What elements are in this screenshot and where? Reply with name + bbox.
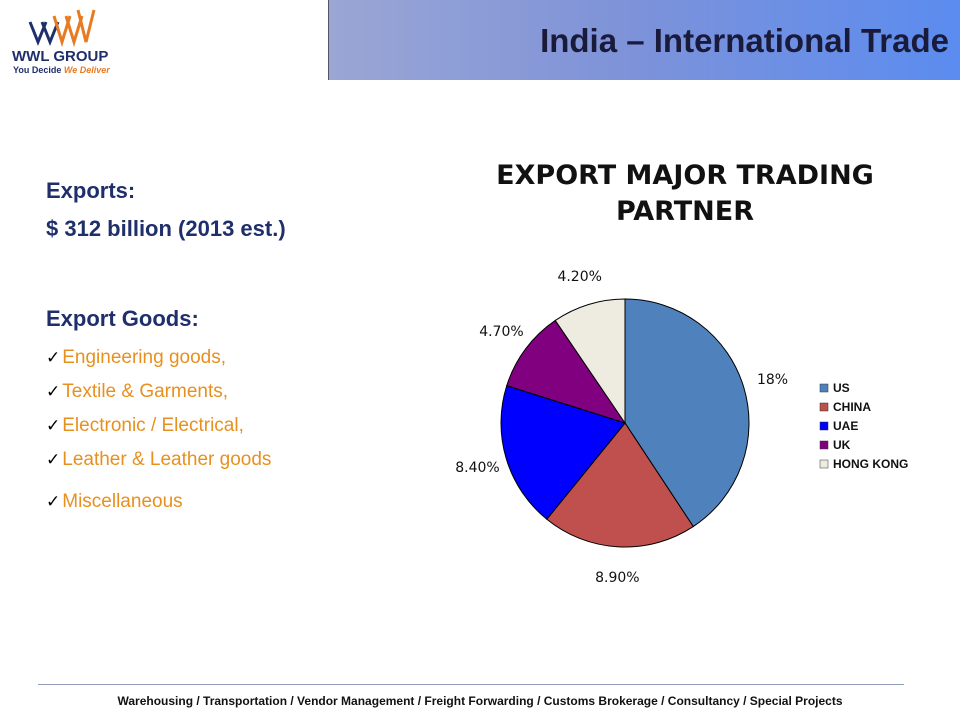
pie-data-labels: 18% 8.90% 8.40% 4.70% 4.20%: [455, 269, 788, 586]
pie-slice-hong-kong: [554, 298, 626, 425]
title-bar: India – International Trade: [328, 0, 960, 80]
chart-title-line-2: PARTNER: [615, 196, 755, 227]
pie-slices: [500, 298, 750, 548]
exports-heading: Exports:: [46, 178, 136, 203]
legend-swatch: [819, 421, 829, 431]
checkmark-icon: ✓: [46, 348, 61, 367]
pie-slice-china: [546, 422, 694, 548]
brand-tagline: You Decide We Deliver: [13, 65, 110, 75]
pie-slice-uae: [500, 385, 626, 520]
pie-data-label: 4.70%: [479, 324, 523, 340]
logo-area: WWL GROUP You Decide We Deliver: [0, 0, 328, 80]
checkmark-icon: ✓: [46, 416, 61, 435]
list-item: ✓ Electronic / Electrical,: [46, 415, 244, 437]
pie-data-label: 8.90%: [595, 570, 639, 586]
list-item: ✓ Textile & Garments,: [46, 381, 228, 403]
legend-entry-label: HONG KONG: [833, 457, 908, 471]
pie-data-label: 18%: [757, 372, 788, 388]
exports-value: $ 312 billion (2013 est.): [46, 216, 286, 241]
goods-item-label: Electronic / Electrical,: [62, 415, 244, 436]
list-item: ✓ Miscellaneous: [46, 491, 183, 513]
brand-tagline-part-1: You Decide: [13, 65, 62, 75]
checkmark-icon: ✓: [46, 382, 61, 401]
slide-title: India – International Trade: [540, 22, 949, 59]
footer-divider: [38, 684, 904, 685]
legend-entry-label: UAE: [833, 419, 858, 433]
footer-services: Warehousing / Transportation / Vendor Ma…: [117, 694, 843, 708]
goods-item-label: Miscellaneous: [62, 491, 183, 512]
goods-item-label: Engineering goods,: [62, 347, 226, 368]
legend-swatch: [819, 459, 829, 469]
brand-tagline-part-2: We Deliver: [63, 65, 110, 75]
legend-entry-label: CHINA: [833, 400, 871, 414]
legend-swatch: [819, 402, 829, 412]
checkmark-icon: ✓: [46, 450, 61, 469]
chart-title: EXPORT MAJOR TRADING PARTNER: [470, 158, 900, 230]
chart-title-line-1: EXPORT MAJOR TRADING: [496, 160, 874, 191]
goods-item-label: Textile & Garments,: [62, 381, 229, 402]
checkmark-icon: ✓: [46, 492, 61, 511]
pie-legend: US CHINA UAE UK HONG KONG: [819, 381, 908, 471]
legend-swatch: [819, 440, 829, 450]
pie-data-label: 4.20%: [557, 269, 601, 285]
legend-swatch: [819, 383, 829, 393]
export-goods-heading: Export Goods:: [46, 306, 199, 331]
list-item: ✓ Leather & Leather goods: [46, 449, 271, 471]
brand-name: WWL GROUP: [12, 48, 109, 65]
wwl-logo-icon: [28, 9, 96, 48]
pie-slice-uk: [506, 319, 627, 424]
list-item: ✓ Engineering goods,: [46, 347, 226, 369]
goods-item-label: Leather & Leather goods: [62, 449, 272, 470]
pie-data-label: 8.40%: [455, 460, 499, 476]
legend-entry-label: US: [833, 381, 850, 395]
legend-entry-label: UK: [833, 438, 851, 452]
